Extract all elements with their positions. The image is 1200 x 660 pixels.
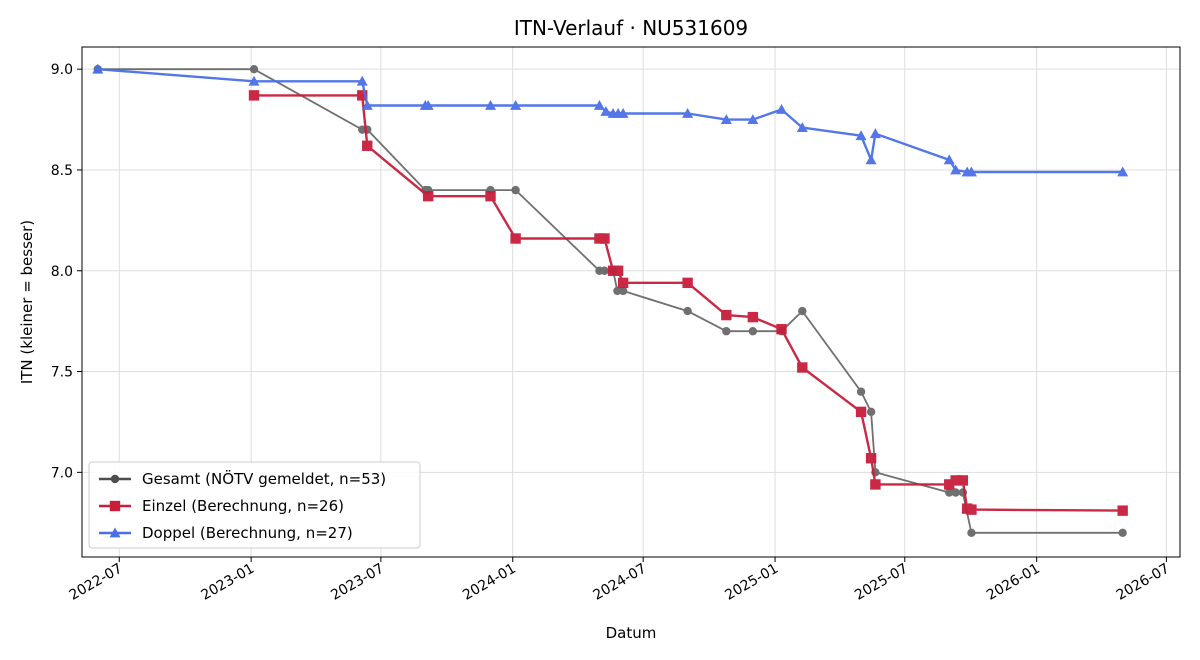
data-point bbox=[356, 75, 368, 86]
data-point bbox=[599, 233, 610, 244]
series-square bbox=[248, 90, 1128, 516]
data-point bbox=[776, 324, 787, 335]
data-point bbox=[965, 166, 977, 177]
data-point bbox=[866, 407, 876, 417]
x-tick-label: 2024-07 bbox=[591, 561, 650, 604]
x-tick-label: 2025-07 bbox=[852, 561, 911, 604]
y-tick-label: 9.0 bbox=[51, 62, 73, 78]
data-point bbox=[720, 114, 732, 124]
data-point bbox=[869, 128, 881, 139]
y-axis-title: ITN (kleiner = besser) bbox=[18, 220, 36, 384]
data-point bbox=[422, 190, 434, 202]
x-tick-label: 2024-01 bbox=[460, 561, 519, 604]
legend-label: Gesamt (NÖTV gemeldet, n=53) bbox=[142, 469, 386, 488]
data-point bbox=[92, 63, 104, 74]
data-point bbox=[1118, 528, 1127, 538]
legend-item: Gesamt (NÖTV gemeldet, n=53) bbox=[99, 469, 386, 488]
series-triangle bbox=[92, 63, 1129, 177]
legend-label: Einzel (Berechnung, n=26) bbox=[142, 497, 344, 515]
y-tick-label: 8.0 bbox=[51, 264, 73, 280]
data-point bbox=[797, 362, 808, 373]
data-point bbox=[967, 528, 976, 538]
data-point bbox=[944, 479, 955, 490]
data-point bbox=[612, 265, 624, 276]
grid bbox=[82, 47, 1180, 557]
chart-title: ITN-Verlauf · NU531609 bbox=[514, 16, 748, 40]
data-point bbox=[593, 99, 605, 110]
data-point bbox=[798, 306, 807, 316]
x-tick-label: 2023-07 bbox=[328, 561, 387, 604]
data-point bbox=[618, 286, 628, 296]
data-point bbox=[945, 488, 954, 497]
x-axis-title: Datum bbox=[606, 624, 657, 642]
data-point bbox=[1117, 166, 1129, 177]
data-point bbox=[249, 64, 259, 74]
legend-label: Doppel (Berechnung, n=27) bbox=[142, 524, 353, 542]
data-point bbox=[248, 90, 260, 101]
data-point bbox=[511, 185, 520, 195]
x-tick-label: 2026-01 bbox=[984, 561, 1043, 604]
legend: Gesamt (NÖTV gemeldet, n=53) Einzel (Bere… bbox=[88, 461, 421, 549]
data-point bbox=[855, 130, 867, 141]
data-point bbox=[362, 140, 373, 151]
y-tick-label: 8.5 bbox=[51, 163, 73, 179]
data-point bbox=[966, 504, 977, 515]
data-point bbox=[510, 99, 522, 110]
data-point bbox=[747, 311, 759, 323]
data-point bbox=[950, 164, 962, 175]
data-point bbox=[748, 327, 758, 336]
data-point bbox=[856, 387, 866, 396]
legend-marker bbox=[109, 527, 121, 538]
data-point bbox=[865, 453, 877, 464]
x-axis: 2022-07 2023-01 2023-07 2024-01 2024-07 2025-… bbox=[67, 557, 1173, 604]
legend-item: Doppel (Berechnung, n=27) bbox=[99, 524, 353, 542]
data-point bbox=[776, 103, 788, 114]
y-axis: 7.0 7.5 8.0 8.5 9.0 bbox=[51, 62, 82, 481]
data-point bbox=[796, 122, 808, 133]
data-point bbox=[855, 406, 867, 418]
data-point bbox=[747, 114, 759, 124]
plot-frame bbox=[81, 46, 1181, 558]
data-point bbox=[950, 475, 961, 486]
x-tick-label: 2022-07 bbox=[67, 561, 126, 604]
legend-marker bbox=[109, 500, 121, 512]
data-point bbox=[357, 90, 368, 101]
x-tick-label: 2026-07 bbox=[1114, 561, 1173, 604]
data-point bbox=[682, 277, 693, 289]
data-point bbox=[865, 154, 877, 165]
x-tick-label: 2023-01 bbox=[198, 561, 257, 604]
data-point bbox=[683, 306, 692, 316]
data-point bbox=[951, 488, 960, 497]
data-point bbox=[721, 309, 732, 321]
data-point bbox=[617, 108, 629, 118]
legend-marker bbox=[110, 474, 120, 484]
data-point bbox=[422, 99, 434, 110]
series-line bbox=[254, 94, 1123, 512]
data-point bbox=[600, 106, 612, 116]
data-point bbox=[617, 277, 629, 289]
x-tick-label: 2025-01 bbox=[722, 561, 781, 604]
y-tick-label: 7.0 bbox=[51, 465, 73, 481]
legend-box bbox=[88, 461, 421, 549]
data-point bbox=[248, 75, 260, 86]
data-point bbox=[870, 479, 881, 490]
data-point bbox=[510, 233, 521, 244]
legend-item: Einzel (Berechnung, n=26) bbox=[99, 497, 344, 515]
data-point bbox=[957, 475, 969, 486]
data-point bbox=[361, 99, 373, 110]
data-point bbox=[600, 266, 609, 275]
series-group bbox=[92, 63, 1129, 538]
data-point bbox=[1117, 505, 1128, 516]
data-point bbox=[485, 99, 497, 110]
y-tick-label: 7.5 bbox=[51, 365, 73, 381]
data-point bbox=[943, 154, 955, 165]
data-point bbox=[485, 190, 496, 202]
data-point bbox=[682, 108, 694, 118]
data-point bbox=[722, 327, 731, 336]
